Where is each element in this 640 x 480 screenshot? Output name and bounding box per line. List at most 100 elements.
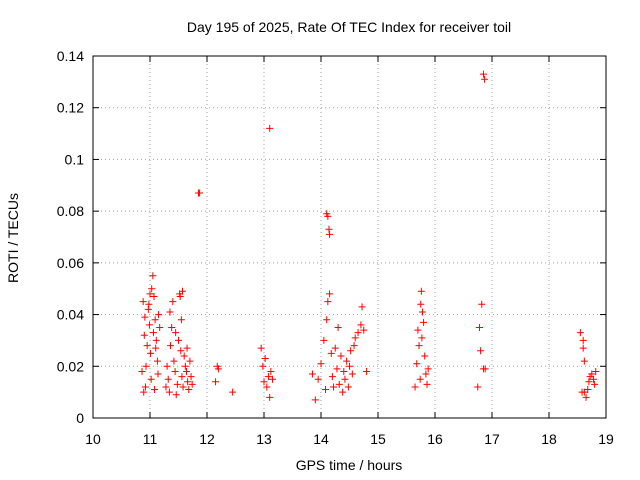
data-point-marker <box>360 326 368 334</box>
data-point-marker <box>592 367 600 375</box>
data-point-marker <box>196 189 204 197</box>
data-point-marker <box>164 375 172 383</box>
data-point-marker <box>267 367 275 375</box>
data-point-marker <box>151 386 159 394</box>
data-point-marker <box>582 393 590 401</box>
data-points <box>138 70 600 404</box>
x-tick-label: 17 <box>484 431 500 447</box>
data-point-marker <box>421 352 429 360</box>
data-point-marker <box>420 318 428 326</box>
data-point-marker <box>481 365 489 373</box>
y-tick-label: 0.06 <box>57 255 84 271</box>
data-point-marker <box>138 367 146 375</box>
data-point-marker <box>229 388 237 396</box>
data-point-marker <box>588 370 596 378</box>
data-point-marker <box>337 352 345 360</box>
y-tick-label: 0 <box>76 410 84 426</box>
data-point-marker <box>266 393 274 401</box>
data-point-marker <box>414 326 422 334</box>
data-point-marker <box>341 375 349 383</box>
data-point-marker <box>314 375 322 383</box>
data-point-marker <box>175 336 182 344</box>
data-point-marker <box>478 300 486 308</box>
data-point-marker <box>147 349 155 357</box>
data-point-marker <box>163 362 171 370</box>
data-point-marker <box>151 316 159 324</box>
x-tick-label: 13 <box>256 431 272 447</box>
data-point-marker <box>417 300 425 308</box>
data-point-marker <box>169 298 177 306</box>
data-point-marker <box>266 124 274 132</box>
data-point-marker <box>146 290 154 298</box>
y-tick-label: 0.04 <box>57 307 84 323</box>
data-point-marker <box>477 347 485 355</box>
data-point-marker <box>168 324 176 331</box>
data-point-marker <box>184 378 192 386</box>
data-point-marker <box>328 373 336 381</box>
data-point-marker <box>145 300 153 308</box>
data-point-marker <box>308 370 316 378</box>
data-point-marker <box>183 344 191 352</box>
data-point-marker <box>140 331 148 339</box>
y-tick-label: 0.12 <box>57 100 84 116</box>
data-point-marker <box>162 383 170 391</box>
data-point-marker <box>580 388 588 396</box>
data-point-marker <box>260 378 268 386</box>
plot-frame <box>92 55 607 419</box>
data-point-marker <box>326 290 334 298</box>
data-point-marker <box>261 355 269 363</box>
y-tick-label: 0.1 <box>65 151 85 167</box>
data-point-marker <box>152 336 160 344</box>
axis-ticks: 10 11 12 13 14 15 16 17 18 19 0 0.02 0.04 0.06 0.08 0.1… <box>57 48 614 447</box>
data-point-marker <box>576 329 584 337</box>
data-point-marker <box>143 342 151 350</box>
data-point-marker <box>343 357 351 365</box>
data-point-marker <box>142 362 150 370</box>
data-point-marker <box>165 388 173 396</box>
data-point-marker <box>173 380 181 388</box>
data-point-marker <box>418 308 426 316</box>
data-point-marker <box>178 287 186 295</box>
data-point-marker <box>339 388 347 396</box>
y-tick-label: 0.08 <box>57 203 84 219</box>
data-point-marker <box>317 360 325 368</box>
data-point-marker <box>422 370 430 378</box>
chart-title: Day 195 of 2025, Rate Of TEC Index for r… <box>187 19 511 35</box>
data-point-marker <box>140 388 148 396</box>
data-point-marker <box>172 329 180 337</box>
data-point-marker <box>416 375 424 383</box>
data-point-marker <box>481 75 489 83</box>
data-point-marker <box>269 375 277 383</box>
data-point-marker <box>324 212 332 220</box>
data-point-marker <box>357 321 365 329</box>
data-point-marker <box>351 334 359 342</box>
data-point-marker <box>172 391 180 399</box>
data-point-marker <box>333 365 341 373</box>
data-point-marker <box>180 352 188 360</box>
data-point-marker <box>585 378 593 386</box>
data-point-marker <box>171 367 179 375</box>
data-point-marker <box>354 329 362 337</box>
data-point-marker <box>139 298 147 306</box>
data-point-marker <box>185 386 193 394</box>
data-point-marker <box>177 316 185 324</box>
data-point-marker <box>474 383 482 391</box>
data-point-marker <box>579 344 587 352</box>
data-point-marker <box>145 321 153 329</box>
data-point-marker <box>170 357 178 365</box>
data-point-marker <box>149 272 157 280</box>
data-point-marker <box>259 362 267 370</box>
data-point-marker <box>150 292 158 300</box>
data-point-marker <box>340 367 348 375</box>
data-point-marker <box>265 373 273 381</box>
data-point-marker <box>187 373 195 381</box>
data-point-marker <box>579 336 587 344</box>
data-point-marker <box>186 357 194 365</box>
data-point-marker <box>330 383 338 391</box>
x-tick-label: 18 <box>541 431 557 447</box>
data-point-marker <box>348 370 356 378</box>
x-tick-label: 16 <box>427 431 443 447</box>
data-point-marker <box>413 360 421 368</box>
data-point-marker <box>358 303 366 311</box>
